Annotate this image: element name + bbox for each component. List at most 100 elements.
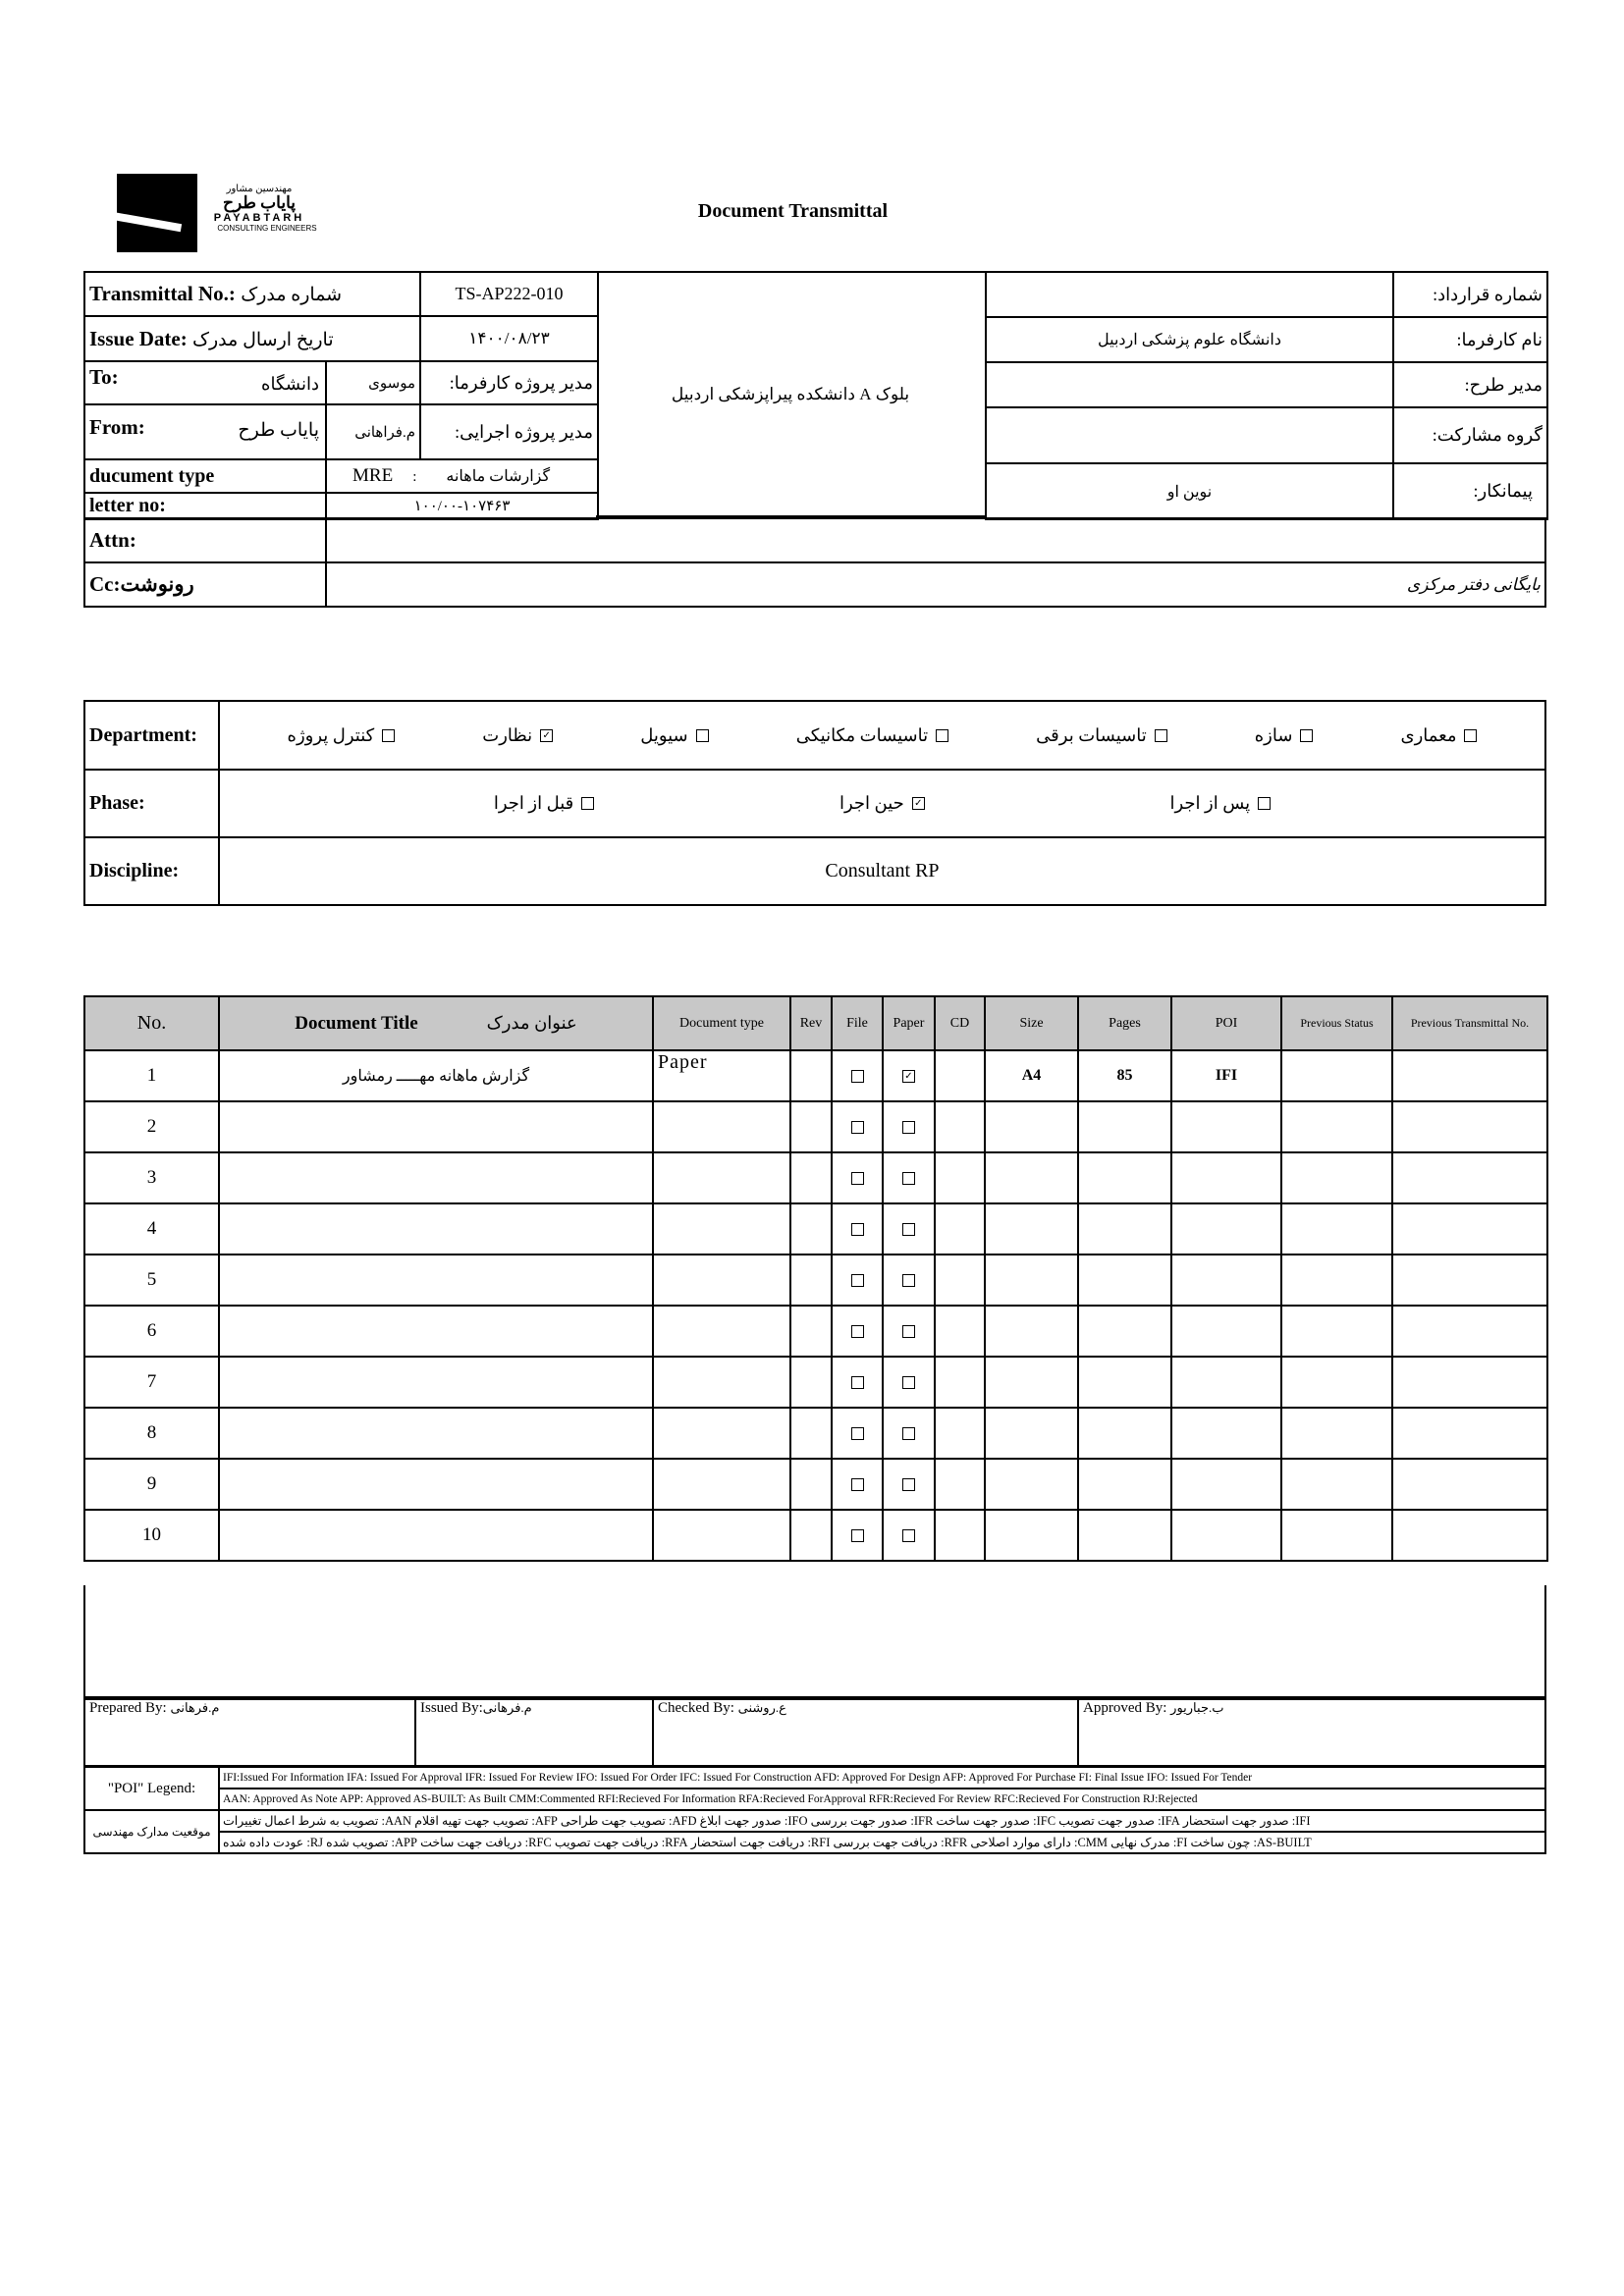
to-value: دانشگاه [261, 374, 319, 394]
checkbox-icon[interactable] [902, 1274, 915, 1288]
cell-file[interactable] [831, 1407, 884, 1460]
phase-option[interactable]: پس از اجرا [1169, 793, 1272, 814]
checkbox-icon[interactable] [850, 1121, 864, 1135]
cell-paper[interactable]: ✓ [882, 1049, 936, 1102]
department-option[interactable]: تاسیسات برقی [1036, 725, 1167, 746]
phase-row: Phase: پس از اجرا ✓ حین اجرا قبل از اجرا [83, 769, 1546, 838]
cell-size [984, 1458, 1079, 1511]
cell-cd [934, 1305, 986, 1358]
cell-file[interactable] [831, 1509, 884, 1562]
checkbox-icon[interactable] [850, 1376, 864, 1390]
cell-previous-status [1280, 1458, 1393, 1511]
company-logo-text: مهندسین مشاور پایاب طرح PAYABTARH CONSUL… [200, 184, 318, 233]
department-option-label: کنترل پروژه [287, 724, 375, 745]
cell-paper[interactable] [882, 1100, 936, 1153]
cell-type [652, 1407, 791, 1460]
checkbox-icon[interactable] [1154, 728, 1167, 742]
cell-pages [1077, 1202, 1172, 1255]
header-file: File [831, 995, 884, 1051]
checkbox-icon[interactable] [1300, 728, 1314, 742]
table-row: 6 [83, 1305, 1548, 1358]
department-option[interactable]: معماری [1400, 725, 1478, 746]
checkbox-icon[interactable] [902, 1172, 915, 1186]
checkbox-icon[interactable] [850, 1172, 864, 1186]
checkbox-icon[interactable] [850, 1223, 864, 1237]
checkbox-icon[interactable] [936, 728, 949, 742]
cell-paper[interactable] [882, 1458, 936, 1511]
cell-paper[interactable] [882, 1407, 936, 1460]
cell-file[interactable] [831, 1202, 884, 1255]
cell-previous-status [1280, 1151, 1393, 1204]
phase-option[interactable]: قبل از اجرا [494, 793, 595, 814]
checkbox-icon[interactable] [850, 1529, 864, 1543]
checkbox-icon[interactable] [581, 797, 595, 810]
department-option[interactable]: کنترل پروژه [288, 725, 396, 746]
cell-file[interactable] [831, 1458, 884, 1511]
checkbox-icon[interactable] [902, 1121, 915, 1135]
checkbox-icon[interactable]: ✓ [902, 1070, 915, 1084]
checkbox-icon[interactable] [850, 1325, 864, 1339]
department-option[interactable]: سیویل [640, 724, 709, 746]
cell-file[interactable] [831, 1254, 884, 1307]
issue-date-label: Issue Date: تاریخ ارسال مدرک [83, 315, 421, 362]
cell-type [652, 1100, 791, 1153]
signatures-row: Prepared By: م.فرهانی Issued By:م.فرهانی… [83, 1698, 1546, 1767]
cell-paper[interactable] [882, 1254, 936, 1307]
department-option[interactable]: ✓ نظارت [482, 725, 554, 746]
checkbox-icon[interactable] [1258, 797, 1272, 810]
cell-cd [934, 1202, 986, 1255]
project-manager-row: مدیر طرح: [985, 361, 1548, 408]
cell-type [652, 1202, 791, 1255]
checkbox-icon[interactable] [902, 1529, 915, 1543]
approved-by: Approved By: ب.جباریور [1077, 1698, 1546, 1767]
checkbox-icon[interactable] [695, 728, 709, 742]
cell-previous-transmittal [1391, 1254, 1548, 1307]
cell-file[interactable] [831, 1356, 884, 1409]
checkbox-icon[interactable] [902, 1376, 915, 1390]
document-type-value: MRE: گزارشات ماهانه [325, 458, 599, 494]
cell-paper[interactable] [882, 1305, 936, 1358]
checkbox-icon[interactable] [902, 1223, 915, 1237]
checkbox-icon[interactable] [902, 1427, 915, 1441]
department-option[interactable]: تاسیسات مکانیکی [796, 725, 949, 746]
checkbox-icon[interactable] [1464, 728, 1478, 742]
transmittal-no-label: Transmittal No.: شماره مدرک [83, 271, 421, 317]
cell-file[interactable] [831, 1100, 884, 1153]
cell-file[interactable] [831, 1305, 884, 1358]
checkbox-icon[interactable] [850, 1478, 864, 1492]
checkbox-icon[interactable] [850, 1427, 864, 1441]
cell-paper[interactable] [882, 1356, 936, 1409]
checkbox-icon[interactable]: ✓ [540, 728, 554, 742]
letter-no-label: letter no: [83, 492, 327, 520]
checkbox-icon[interactable] [902, 1478, 915, 1492]
phase-option[interactable]: ✓ حین اجرا [839, 793, 925, 814]
cell-title [218, 1254, 654, 1307]
cell-poi [1170, 1151, 1282, 1204]
cell-rev [789, 1254, 833, 1307]
cell-file[interactable] [831, 1049, 884, 1102]
header-pages: Pages [1077, 995, 1172, 1051]
department-options: معماری سازه تاسیسات برقی تاسیسات مکانیکی سیو… [218, 700, 1546, 771]
project-name: بلوک A دانشکده پیراپزشکی اردبیل [596, 271, 985, 517]
cell-type [652, 1305, 791, 1358]
cell-type [652, 1458, 791, 1511]
phase-label: Phase: [83, 769, 220, 838]
checkbox-icon[interactable] [850, 1070, 864, 1084]
checkbox-icon[interactable] [902, 1325, 915, 1339]
client-pm-name: موسوی [325, 360, 421, 405]
remarks-area [83, 1585, 1546, 1698]
contract-info-table: شماره قرارداد: دانشگاه علوم پزشکی اردبیل… [985, 271, 1548, 520]
cell-paper[interactable] [882, 1202, 936, 1255]
header-rev: Rev [789, 995, 833, 1051]
cc-row: Cc:رونوشت بایگانی دفتر مرکزی [83, 561, 1546, 608]
cell-file[interactable] [831, 1151, 884, 1204]
checkbox-icon[interactable] [382, 728, 396, 742]
checkbox-icon[interactable] [850, 1274, 864, 1288]
cell-cd [934, 1254, 986, 1307]
cell-paper[interactable] [882, 1509, 936, 1562]
executive-pm-name: م.فراهانی [325, 403, 421, 460]
department-option-label: سیویل [640, 724, 688, 745]
checkbox-icon[interactable]: ✓ [911, 797, 925, 810]
cell-paper[interactable] [882, 1151, 936, 1204]
department-option[interactable]: سازه [1255, 725, 1314, 746]
